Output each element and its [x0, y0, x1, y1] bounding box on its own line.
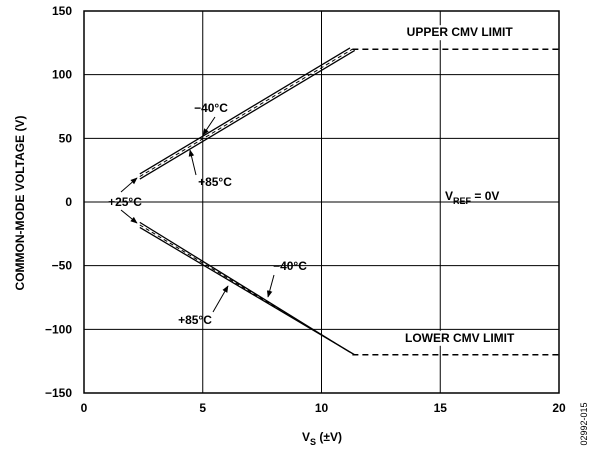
- vref-rest: = 0V: [471, 189, 499, 203]
- y-tick-labels: 150 100 50 0 −50 −100 −150: [45, 4, 72, 400]
- limit-label: LOWER CMV LIMIT: [405, 331, 515, 345]
- y-tick-label: 100: [52, 68, 72, 82]
- vref-sub: REF: [453, 196, 472, 206]
- series-line-upper: [139, 47, 351, 175]
- annotation-lower-cold: −40°C: [273, 259, 307, 273]
- data-lines: [139, 47, 356, 356]
- annotation-arrows: [120, 116, 275, 313]
- arrow-upper-hot: [188, 149, 197, 176]
- limit-label: UPPER CMV LIMIT: [407, 25, 514, 39]
- annotation-upper-hot: +85°C: [198, 175, 232, 189]
- limit-lines: UPPER CMV LIMIT LOWER CMV LIMIT: [352, 25, 559, 356]
- figure-id: 02992-015: [579, 402, 589, 445]
- x-tick-label: 10: [315, 401, 329, 415]
- annotation-room: +25°C: [108, 195, 142, 209]
- y-tick-label: −100: [45, 322, 72, 336]
- vref-main: V: [445, 189, 453, 203]
- vref-label: VREF = 0V: [445, 189, 499, 206]
- limit-label-background: [383, 330, 536, 346]
- limit-label-background: [383, 25, 536, 41]
- annotation-lower-hot: +85°C: [178, 313, 212, 327]
- y-axis-label: COMMON-MODE VOLTAGE (V): [13, 116, 27, 291]
- y-tick-label: 150: [52, 4, 72, 18]
- arrow-room-upper: [120, 177, 138, 193]
- series-line-upper: [139, 48, 353, 177]
- y-tick-label: 50: [59, 131, 73, 145]
- x-tick-label: 15: [434, 401, 448, 415]
- y-tick-label: −150: [45, 386, 72, 400]
- series-line-upper: [139, 49, 356, 180]
- x-tick-label: 0: [81, 401, 88, 415]
- x-axis-label-rest: (±V): [316, 430, 342, 444]
- y-tick-label: 0: [65, 195, 72, 209]
- arrow-lower-cold: [266, 274, 275, 298]
- x-axis-label: VS (±V): [302, 430, 342, 447]
- annotation-upper-cold: −40°C: [194, 101, 228, 115]
- x-axis-label-main: V: [302, 430, 310, 444]
- arrow-upper-cold: [202, 116, 216, 136]
- x-axis-label-sub: S: [310, 437, 316, 447]
- series-line-lower: [139, 226, 356, 356]
- arrow-lower-hot: [212, 285, 229, 313]
- x-tick-label: 5: [199, 401, 206, 415]
- grid-lines: [84, 11, 559, 393]
- x-tick-labels: 0 5 10 15 20: [81, 401, 566, 415]
- plot-frame: [83, 10, 560, 394]
- x-tick-label: 20: [552, 401, 566, 415]
- arrow-room-lower: [120, 209, 138, 224]
- y-tick-label: −50: [52, 259, 73, 273]
